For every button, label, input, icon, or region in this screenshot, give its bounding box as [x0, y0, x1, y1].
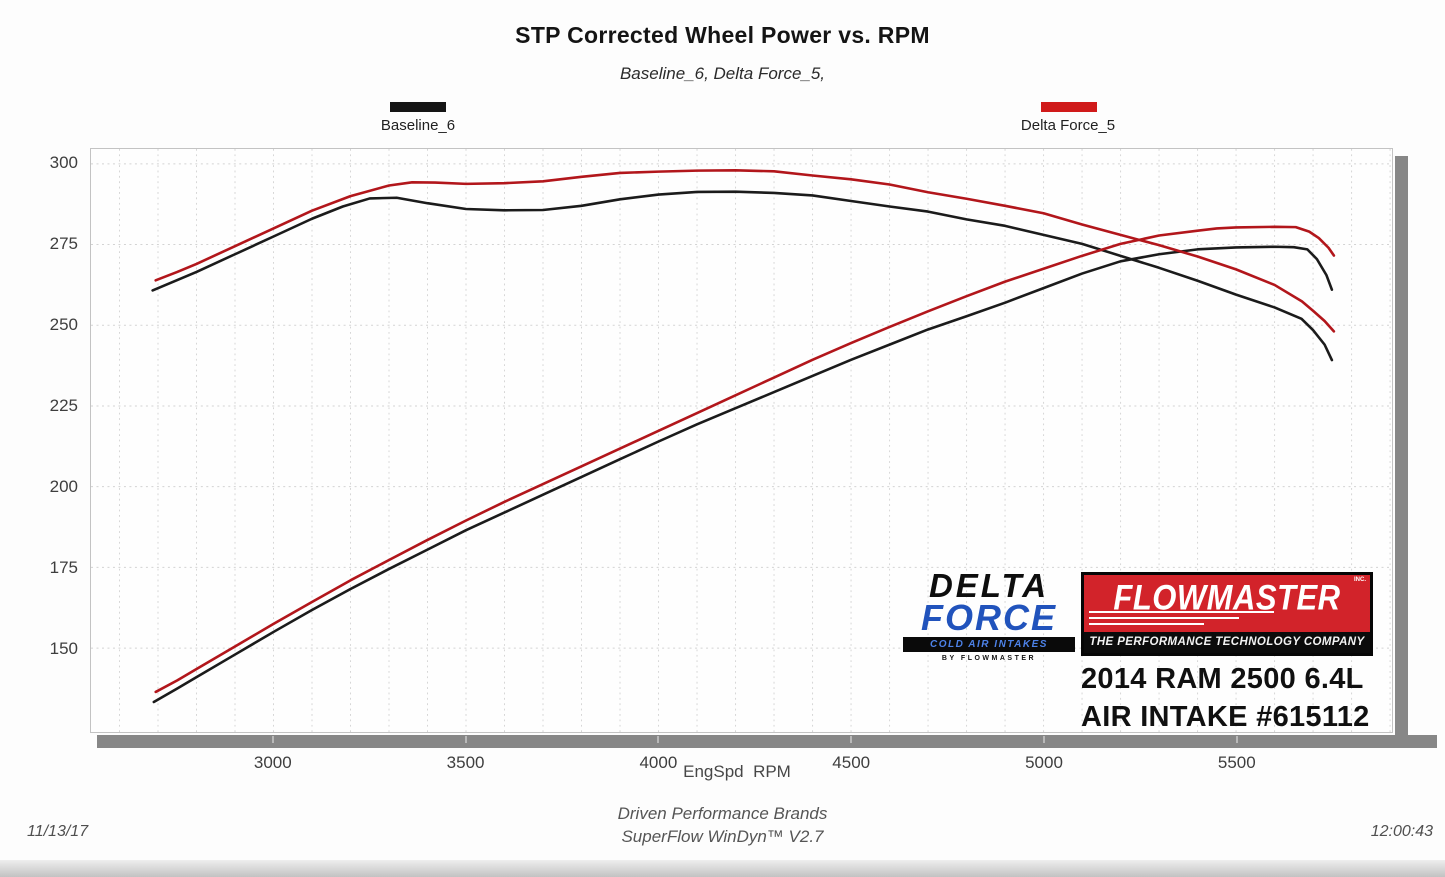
y-tick-label: 275 [49, 233, 78, 253]
footer-brand-line: Driven Performance Brands [617, 804, 828, 823]
flowmaster-tagline-strip: THE PERFORMANCE TECHNOLOGY COMPANY [1084, 632, 1370, 653]
x-tick-mark [1235, 736, 1238, 743]
delta-force-logo: DELTA FORCE COLD AIR INTAKES BY FLOWMAST… [903, 567, 1075, 662]
series-curve [152, 245, 1334, 704]
x-tick-mark [464, 736, 467, 743]
x-tick-mark [1043, 736, 1046, 743]
x-tick-mark [271, 736, 274, 743]
flowmaster-pinstripe [1089, 623, 1204, 625]
footer-software-line: SuperFlow WinDyn™ V2.7 [621, 827, 824, 846]
x-tick-label: 3000 [253, 753, 292, 772]
plot-shadow-bottom [97, 735, 1437, 748]
bottom-edge-band [0, 860, 1445, 877]
legend-swatch-deltaforce [1041, 102, 1097, 112]
delta-force-logo-byline: BY FLOWMASTER [941, 655, 1037, 662]
legend-label-baseline: Baseline_6 [380, 117, 456, 134]
date-stamp: 11/13/17 [27, 823, 89, 840]
dyno-curves-svg [91, 149, 1392, 732]
plot-shadow-right [1395, 156, 1408, 748]
x-tick-mark [850, 736, 853, 743]
chart-subtitle: Baseline_6, Delta Force_5, [619, 64, 826, 83]
y-tick-label: 225 [49, 395, 78, 415]
vehicle-line1: 2014 RAM 2500 6.4L [1081, 663, 1364, 695]
vehicle-line2: AIR INTAKE #615112 [1081, 701, 1370, 733]
x-tick-label: 5500 [1217, 753, 1256, 772]
series-curve [154, 225, 1336, 694]
time-stamp: 12:00:43 [1370, 823, 1433, 840]
flowmaster-wordmark: FLOWMASTER [1113, 577, 1341, 618]
y-tick-label: 175 [49, 557, 78, 577]
plot-area [90, 148, 1393, 733]
x-tick-label: 4000 [639, 753, 678, 772]
series-curve [154, 169, 1336, 333]
y-tick-label: 200 [49, 476, 78, 496]
flowmaster-tagline: THE PERFORMANCE TECHNOLOGY COMPANY [1089, 636, 1365, 648]
flowmaster-pinstripe [1089, 617, 1239, 619]
legend-label-deltaforce: Delta Force_5 [1020, 117, 1116, 134]
vehicle-info: 2014 RAM 2500 6.4L AIR INTAKE #615112 [1081, 660, 1411, 736]
x-tick-mark [657, 736, 660, 743]
chart-title: STP Corrected Wheel Power vs. RPM [515, 22, 930, 48]
x-axis-label: EngSpd RPM [683, 762, 791, 781]
legend-swatch-baseline [390, 102, 446, 112]
delta-force-logo-line2: FORCE [921, 597, 1057, 638]
flowmaster-inc-label: INC. [1354, 577, 1366, 583]
y-tick-label: 250 [49, 314, 78, 334]
delta-force-logo-bar: COLD AIR INTAKES [903, 637, 1075, 652]
series-curve [151, 190, 1334, 362]
y-tick-label: 150 [49, 638, 78, 658]
y-tick-label: 300 [49, 152, 78, 172]
delta-force-logo-line1: DELTA [928, 567, 1050, 604]
flowmaster-pinstripe [1089, 611, 1274, 613]
x-tick-label: 5000 [1025, 753, 1063, 772]
flowmaster-logo: INC. FLOWMASTER THE PERFORMANCE TECHNOLO… [1081, 572, 1373, 656]
x-tick-label: 3500 [446, 753, 485, 772]
x-tick-label: 4500 [832, 753, 871, 772]
